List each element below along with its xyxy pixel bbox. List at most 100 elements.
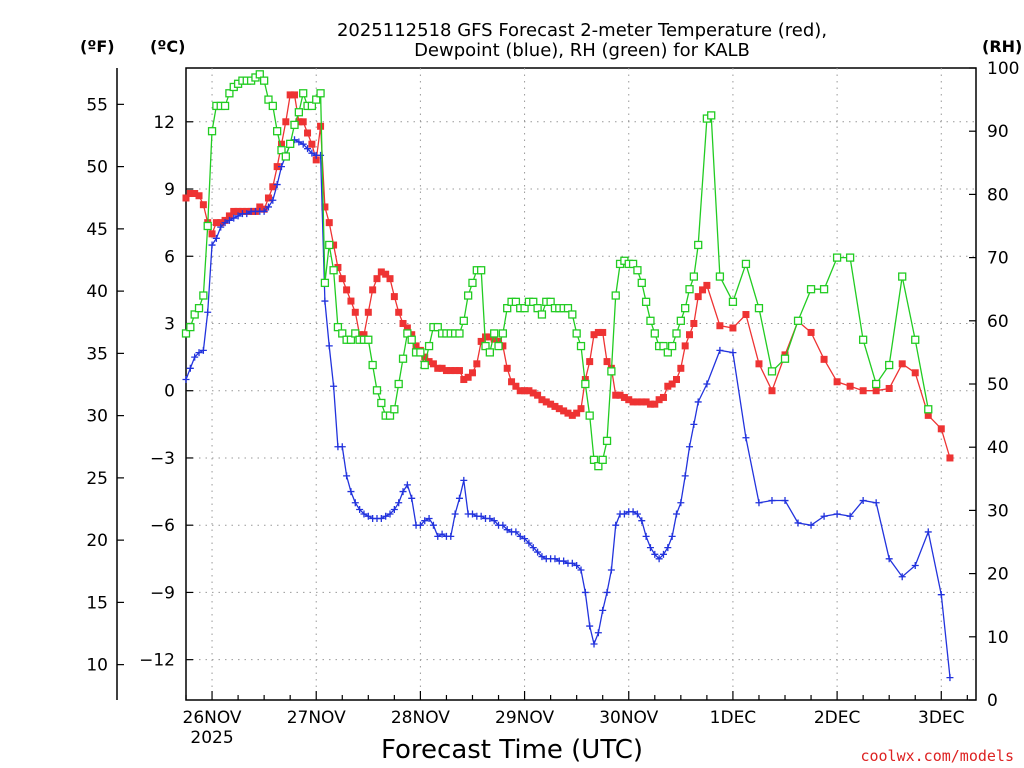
celsius-tick-label: −3 <box>150 449 175 469</box>
temperature-point <box>421 353 429 361</box>
rh-point <box>346 335 356 344</box>
dewpoint-point <box>225 216 233 224</box>
rh-point <box>329 266 338 275</box>
dewpoint-point <box>351 499 359 507</box>
temperature-point <box>716 322 724 330</box>
temperature-point <box>273 163 281 171</box>
rh-point <box>568 310 577 319</box>
temperature-point <box>330 241 338 249</box>
dewpoint-point <box>317 151 325 159</box>
temperature-point <box>590 331 598 339</box>
rh-point <box>459 316 468 325</box>
temperature-point <box>633 398 641 406</box>
temperature-point <box>686 331 694 339</box>
dewpoint-point <box>199 346 207 354</box>
temperature-line <box>185 94 951 459</box>
temperature-point <box>885 384 893 392</box>
temperature-point <box>434 364 442 372</box>
rh-point <box>650 329 659 338</box>
temperature-point <box>820 355 828 363</box>
temperature-point <box>360 331 368 339</box>
dewpoint-point <box>681 472 689 480</box>
fahrenheit-tick-label: 55 <box>86 95 108 115</box>
rh-point <box>806 285 816 294</box>
rh-point <box>715 272 725 281</box>
dewpoint-point <box>421 517 429 525</box>
temperature-point <box>586 358 594 366</box>
rh-point <box>681 304 690 313</box>
temperature-point <box>321 203 329 211</box>
dewpoint-point <box>260 207 268 215</box>
rh-point <box>338 329 347 338</box>
temperature-point <box>373 275 381 283</box>
temperature-point <box>230 207 238 215</box>
celsius-tick-label: 12 <box>153 113 175 133</box>
x-tick-label: 28NOV <box>391 708 450 728</box>
rh-point <box>416 348 425 357</box>
dewpoint-point <box>629 508 637 516</box>
temperature-point <box>655 396 663 404</box>
rh-series <box>181 70 933 471</box>
temperature-point <box>495 337 503 345</box>
dewpoint-point <box>946 674 954 682</box>
dewpoint-point <box>321 297 329 305</box>
dewpoint-point <box>607 566 615 574</box>
temperature-point <box>438 364 446 372</box>
rh-point <box>268 101 277 111</box>
temperature-point <box>846 382 854 390</box>
x-tick-label: 30NOV <box>599 708 658 728</box>
celsius-tick-label: 3 <box>164 314 175 334</box>
dewpoint-point <box>325 342 333 350</box>
temperature-point <box>377 268 385 276</box>
temperature-point <box>312 156 320 164</box>
dewpoint-point <box>221 219 229 227</box>
dewpoint-point <box>638 517 646 525</box>
rh-point <box>307 101 317 111</box>
fahrenheit-tick-label: 10 <box>86 656 108 676</box>
dewpoint-point <box>716 346 724 354</box>
temperature-point <box>317 122 325 130</box>
temperature-point <box>499 342 507 350</box>
dewpoint-point <box>659 550 667 558</box>
fahrenheit-tick-label: 35 <box>86 344 108 364</box>
temperature-point <box>490 335 498 343</box>
rh-point <box>390 405 399 414</box>
temperature-point <box>382 270 390 278</box>
temperature-point <box>620 393 628 401</box>
rh-tick-label: 60 <box>987 312 1009 332</box>
dewpoint-point <box>338 443 346 451</box>
dewpoint-point <box>499 521 507 529</box>
temperature-point <box>603 358 611 366</box>
temperature-point <box>408 331 416 339</box>
dewpoint-point <box>195 349 203 357</box>
temperature-point <box>755 360 763 368</box>
rh-point <box>325 240 334 250</box>
temperature-point <box>911 369 919 377</box>
temperature-point <box>356 331 364 339</box>
rh-point <box>672 329 681 338</box>
temperature-point <box>664 382 672 390</box>
temperature-point <box>199 201 207 209</box>
temperature-point <box>343 286 351 294</box>
temperature-point <box>681 342 689 350</box>
temperature-point <box>473 360 481 368</box>
dewpoint-point <box>273 181 281 189</box>
temperature-point <box>451 367 459 375</box>
temperature-point <box>547 400 555 408</box>
temperature-point <box>351 308 359 316</box>
dewpoint-point <box>425 514 433 522</box>
dewpoint-point <box>212 234 220 242</box>
temperature-point <box>616 391 624 399</box>
rh-tick-label: 50 <box>987 375 1009 395</box>
rh-point <box>589 455 599 464</box>
temperature-point <box>690 319 698 327</box>
temperature-point <box>464 373 472 381</box>
dewpoint-point <box>612 521 620 529</box>
dewpoint-point <box>872 499 880 507</box>
temperature-point <box>334 263 342 271</box>
dewpoint-point <box>573 562 581 570</box>
rh-point <box>385 411 395 420</box>
temperature-point <box>308 140 316 148</box>
rh-point <box>498 329 508 338</box>
dewpoint-point <box>781 497 789 505</box>
